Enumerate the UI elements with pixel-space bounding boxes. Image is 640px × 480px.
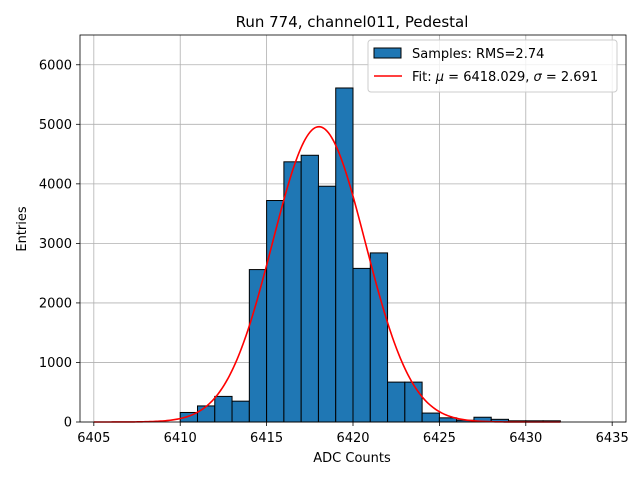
y-tick-label: 0 — [64, 416, 72, 431]
histogram-bar — [352, 267, 371, 423]
y-tick-label: 2000 — [39, 296, 72, 311]
y-tick-label: 3000 — [39, 237, 72, 252]
legend: Samples: RMS=2.74 Fit: μ = 6418.029, σ =… — [367, 39, 618, 93]
x-tick-label: 6410 — [164, 431, 197, 446]
y-tick-label: 1000 — [39, 356, 72, 371]
histogram-bars — [179, 87, 561, 423]
y-axis-label: Entries — [15, 206, 30, 252]
legend-fit-prefix: Fit: — [412, 70, 436, 85]
chart-title: Run 774, channel011, Pedestal — [236, 13, 469, 31]
histogram-bar — [317, 185, 337, 423]
legend-fit-sigma-value: = 2.691 — [542, 70, 598, 85]
x-tick-label: 6435 — [596, 431, 629, 446]
histogram-bar — [404, 381, 423, 423]
x-tick-label: 6405 — [77, 431, 110, 446]
y-tick-label: 4000 — [39, 177, 72, 192]
y-tick-label: 6000 — [39, 58, 72, 73]
histogram-bar — [283, 161, 302, 423]
legend-fit-sigma-symbol: σ — [534, 70, 543, 85]
x-axis-ticks: 6405 6410 6415 6420 6425 6430 6435 — [77, 422, 629, 446]
legend-fit-mu-value: = 6418.029, — [444, 70, 533, 85]
y-tick-label: 5000 — [39, 118, 72, 133]
histogram-bar — [196, 405, 216, 423]
legend-fit-mu-symbol: μ — [435, 70, 444, 85]
y-axis-ticks: 0 1000 2000 3000 4000 5000 6000 — [39, 58, 80, 431]
histogram-bar — [231, 400, 250, 423]
histogram-bar — [421, 412, 440, 423]
x-tick-label: 6425 — [423, 431, 456, 446]
x-tick-label: 6420 — [336, 431, 369, 446]
x-axis-label: ADC Counts — [313, 451, 391, 466]
legend-label-samples: Samples: RMS=2.74 — [412, 47, 544, 62]
histogram-bar — [335, 87, 354, 423]
legend-label-fit: Fit: μ = 6418.029, σ = 2.691 — [412, 70, 598, 85]
histogram-bar — [214, 395, 233, 423]
histogram-bar — [300, 154, 319, 423]
legend-box — [367, 39, 618, 93]
x-tick-label: 6430 — [509, 431, 542, 446]
legend-swatch-samples — [373, 47, 402, 59]
fit-curve — [93, 125, 561, 423]
histogram-bar — [369, 252, 389, 423]
histogram-bar — [248, 269, 268, 423]
x-tick-label: 6415 — [250, 431, 283, 446]
histogram-bar — [387, 381, 406, 423]
